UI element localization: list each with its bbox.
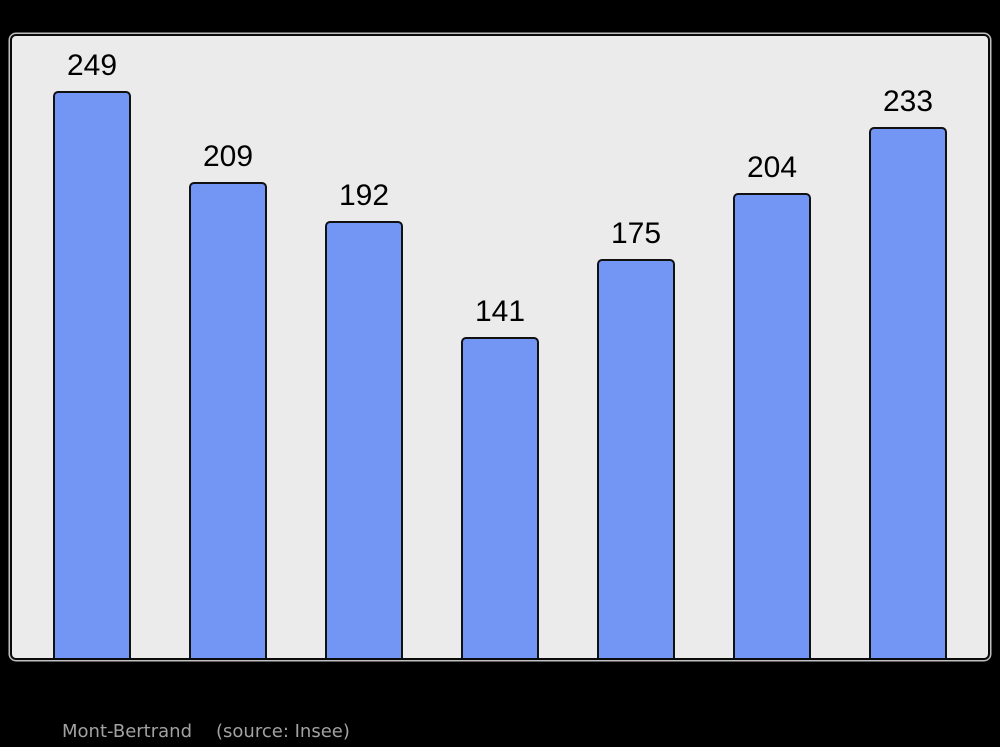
bar xyxy=(189,182,267,658)
bar xyxy=(869,127,947,658)
bar-group: 141 xyxy=(461,36,539,658)
bar xyxy=(597,259,675,658)
bar-group: 204 xyxy=(733,36,811,658)
bar-value-label: 233 xyxy=(882,85,934,118)
bar-value-label: 141 xyxy=(474,295,526,328)
bar-group: 175 xyxy=(597,36,675,658)
bar-group: 192 xyxy=(325,36,403,658)
bar-group: 233 xyxy=(869,36,947,658)
bar-value-label: 204 xyxy=(746,151,798,184)
plot-area: 249 209 192 141 175 204 233 xyxy=(12,36,988,658)
bar-value-label: 175 xyxy=(610,217,662,250)
caption-source: (source: Insee) xyxy=(216,721,350,742)
bar-group: 249 xyxy=(53,36,131,658)
bar-value-label: 209 xyxy=(202,140,254,173)
chart-caption: Mont-Bertrand (source: Insee) xyxy=(62,721,350,743)
bar-value-label: 192 xyxy=(338,179,390,212)
bar xyxy=(461,337,539,658)
bar-value-label: 249 xyxy=(66,49,118,82)
bar-group: 209 xyxy=(189,36,267,658)
bar xyxy=(733,193,811,658)
bar xyxy=(325,221,403,658)
bar xyxy=(53,91,131,658)
caption-title: Mont-Bertrand xyxy=(62,721,193,742)
bar-chart-panel: 249 209 192 141 175 204 233 xyxy=(10,34,990,660)
